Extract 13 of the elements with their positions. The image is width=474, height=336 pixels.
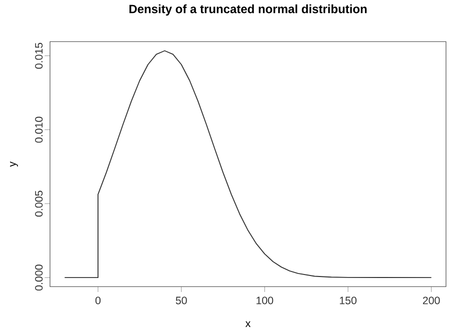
y-tick-label: 0.015 xyxy=(35,43,43,69)
x-tick-label: 50 xyxy=(176,296,187,304)
x-tick-label: 0 xyxy=(95,296,101,304)
y-tick-label: 0.010 xyxy=(35,116,43,143)
x-tick-label: 100 xyxy=(256,296,274,304)
chart-title: Density of a truncated normal distribution xyxy=(129,4,367,16)
line-series xyxy=(64,50,432,278)
x-tick-label: 150 xyxy=(340,296,356,304)
x-axis-title: x xyxy=(245,322,251,328)
y-axis-title: y xyxy=(10,162,18,167)
x-tick-label: 200 xyxy=(422,296,440,304)
y-tick-label: 0.005 xyxy=(35,190,43,217)
y-tick-label: 0.000 xyxy=(35,264,43,291)
